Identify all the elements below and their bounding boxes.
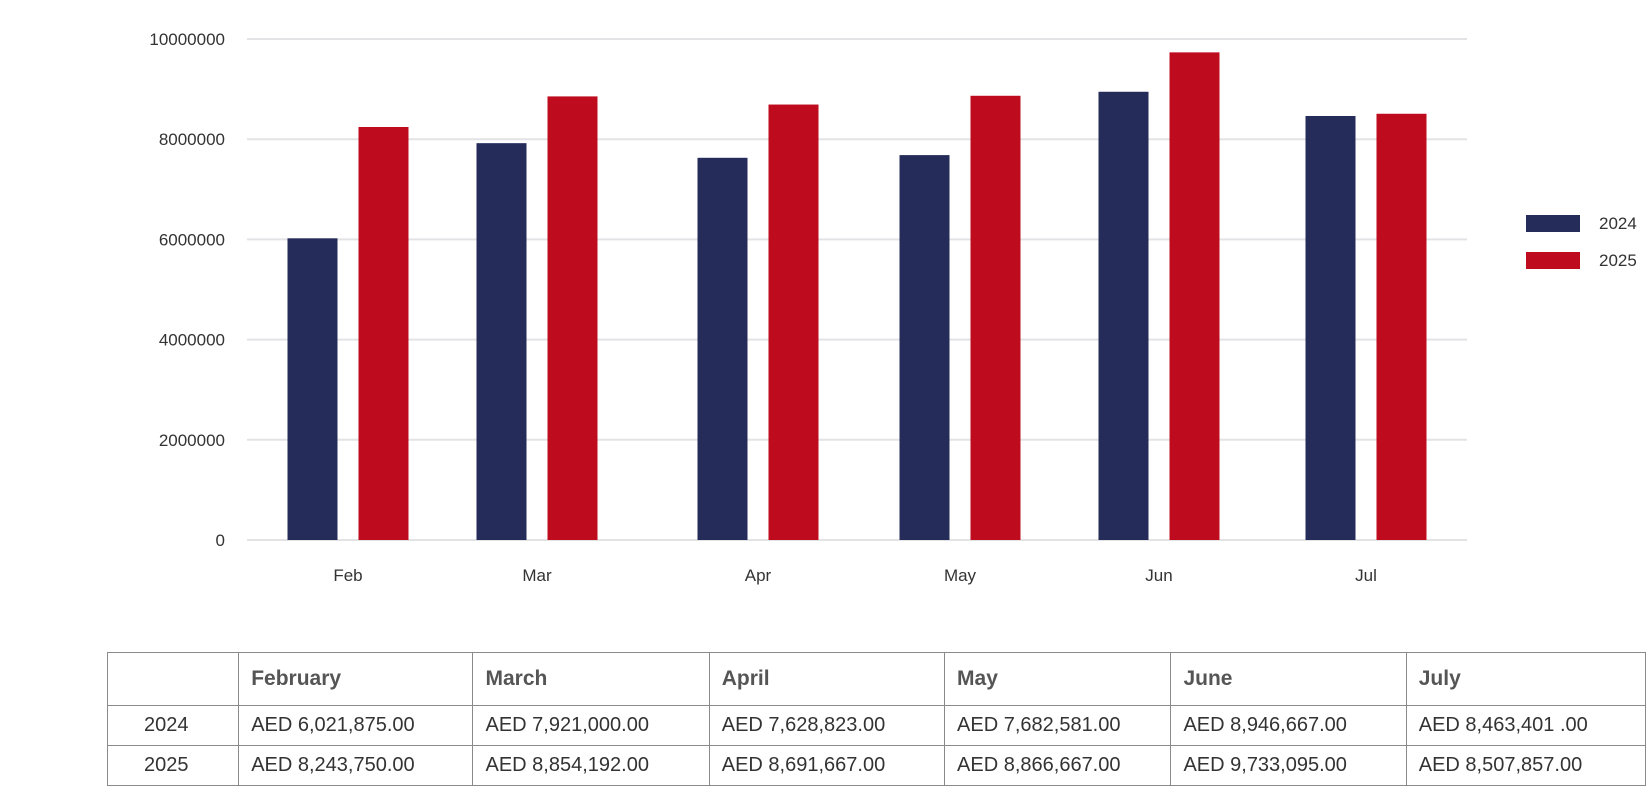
bar-2025-mar xyxy=(547,96,598,541)
y-axis-ticks: 0 2000000 4000000 6000000 8000000 10000000 xyxy=(149,30,225,550)
bar-2025-feb xyxy=(358,126,409,540)
table-cell: AED 8,463,401 .00 xyxy=(1405,705,1646,746)
table-cell: AED 8,866,667.00 xyxy=(944,745,1172,786)
bar-2024-jun xyxy=(1098,91,1149,541)
values-table: February March April May June July 2024 … xyxy=(106,652,1646,786)
table-cell: AED 7,682,581.00 xyxy=(944,705,1172,746)
y-tick-label: 10000000 xyxy=(149,30,225,49)
table-cell: AED 8,854,192.00 xyxy=(472,745,710,786)
y-tick-label: 2000000 xyxy=(159,431,225,450)
gridlines xyxy=(247,38,1467,541)
bar-2024-jul xyxy=(1305,115,1356,540)
legend: 2024 2025 xyxy=(1526,214,1637,270)
table-row: 2025 AED 8,243,750.00 AED 8,854,192.00 A… xyxy=(106,745,1646,786)
table-header-cell: July xyxy=(1405,652,1646,706)
table-cell: AED 8,507,857.00 xyxy=(1405,745,1646,786)
legend-label-2024: 2024 xyxy=(1599,214,1637,233)
y-tick-label: 4000000 xyxy=(159,331,225,350)
table-cell: AED 7,628,823.00 xyxy=(708,705,946,746)
bar-2025-jul xyxy=(1376,113,1427,541)
legend-label-2025: 2025 xyxy=(1599,251,1637,270)
bar-2024-may xyxy=(899,155,950,540)
table-header-cell: April xyxy=(708,652,946,706)
bar-2024-feb xyxy=(287,238,338,540)
table-cell: AED 7,921,000.00 xyxy=(472,705,710,746)
bars xyxy=(287,52,1427,541)
x-tick-label: Feb xyxy=(333,566,362,585)
bar-chart: 0 2000000 4000000 6000000 8000000 10000000 Fe… xyxy=(149,30,1637,585)
y-tick-label: 0 xyxy=(216,531,225,550)
bar-2025-jun xyxy=(1169,52,1220,540)
table-header-cell: May xyxy=(944,652,1172,706)
table-header-cell xyxy=(106,652,240,706)
bar-2024-mar xyxy=(476,143,527,540)
table-header-row: February March April May June July xyxy=(106,652,1646,706)
table-row: 2024 AED 6,021,875.00 AED 7,921,000.00 A… xyxy=(106,705,1646,746)
bar-2024-apr xyxy=(697,157,748,541)
y-tick-label: 6000000 xyxy=(159,230,225,249)
table-row-label: 2025 xyxy=(106,745,240,786)
x-axis-ticks: Feb Mar Apr May Jun Jul xyxy=(333,566,1377,585)
table-header-cell: February xyxy=(238,652,474,706)
table-cell: AED 6,021,875.00 xyxy=(238,705,474,746)
table-header-cell: June xyxy=(1170,652,1407,706)
x-tick-label: Apr xyxy=(745,566,772,585)
legend-swatch-2025 xyxy=(1526,252,1580,269)
x-tick-label: Jul xyxy=(1355,566,1377,585)
legend-swatch-2024 xyxy=(1526,215,1580,232)
table-cell: AED 8,243,750.00 xyxy=(238,745,474,786)
table-row-label: 2024 xyxy=(106,705,240,746)
table-cell: AED 8,691,667.00 xyxy=(708,745,946,786)
bar-2025-may xyxy=(970,95,1021,541)
table-header-cell: March xyxy=(472,652,710,706)
bar-2025-apr xyxy=(768,104,819,540)
x-tick-label: Mar xyxy=(522,566,552,585)
x-tick-label: Jun xyxy=(1145,566,1172,585)
y-tick-label: 8000000 xyxy=(159,130,225,149)
x-tick-label: May xyxy=(944,566,977,585)
table-cell: AED 9,733,095.00 xyxy=(1170,745,1407,786)
table-cell: AED 8,946,667.00 xyxy=(1170,705,1407,746)
